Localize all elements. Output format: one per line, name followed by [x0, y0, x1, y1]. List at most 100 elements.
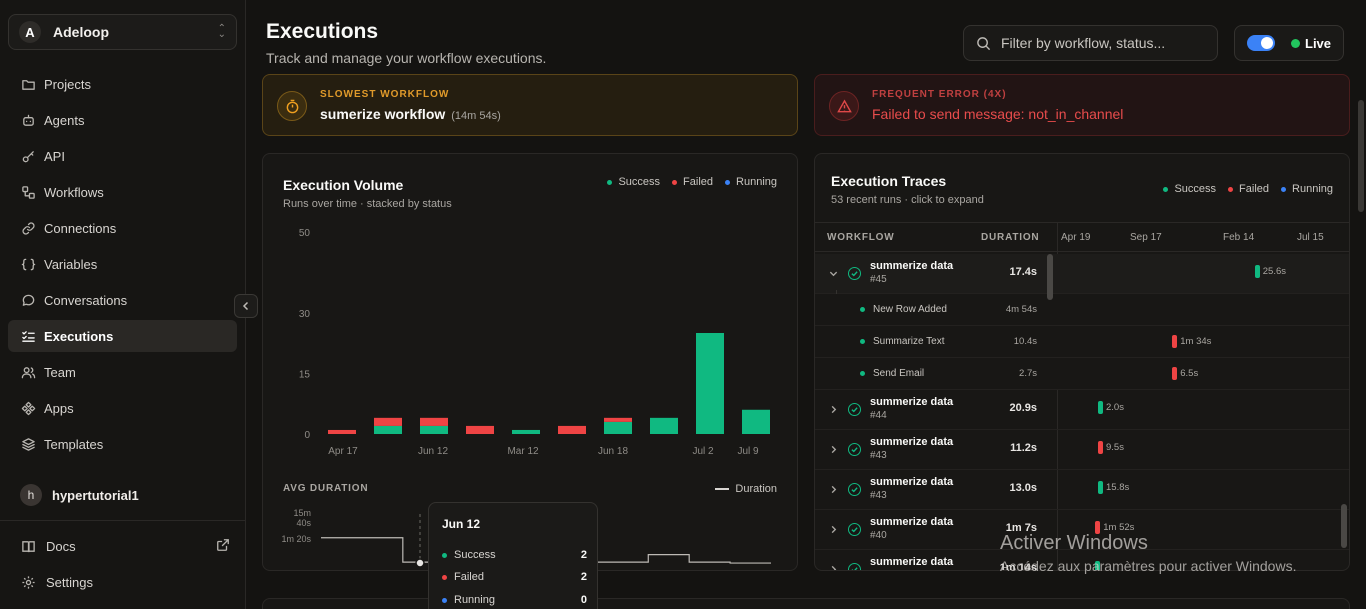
sidebar-item-docs[interactable]: Docs [20, 538, 230, 554]
sidebar-item-team[interactable]: Team [8, 356, 237, 388]
sidebar-item-settings[interactable]: Settings [20, 574, 230, 590]
bar-failed [374, 417, 402, 426]
sidebar-item-projects[interactable]: Projects [8, 68, 237, 100]
x-tick-label: Mar 12 [507, 446, 539, 457]
trace-row[interactable]: summerize data #45 17.4s 25.6s [815, 254, 1349, 294]
sidebar-item-workflows[interactable]: Workflows [8, 176, 237, 208]
docs-label: Docs [46, 538, 76, 554]
run-duration: 1m 14s [999, 562, 1037, 571]
bar-failed [466, 425, 494, 434]
frequent-error-card[interactable]: FREQUENT ERROR (4X) Failed to send messa… [814, 74, 1350, 136]
chart-tooltip: Jun 12 Success 2 Failed 2 Running 0 [428, 502, 598, 609]
legend-dot [1163, 186, 1169, 192]
org-switcher[interactable]: A Adeloop ⌃ ⌄ [8, 14, 237, 50]
error-message: Failed to send message: not_in_channel [872, 106, 1124, 122]
tooltip-label: Running [454, 594, 495, 606]
timeline-bar-label: 9.5s [1106, 442, 1124, 453]
chevron-down-icon[interactable] [829, 269, 838, 281]
legend-item-running: Running [1281, 183, 1333, 195]
trace-step-row[interactable]: Send Email 2.7s 6.5s [815, 358, 1349, 390]
run-duration: 11.2s [1010, 442, 1037, 454]
sidebar-item-apps[interactable]: Apps [8, 392, 237, 424]
user-name: hypertutorial1 [52, 487, 139, 503]
live-label: Live [1305, 35, 1332, 51]
timeline-bar-failed[interactable] [1098, 441, 1103, 454]
tooltip-label: Success [454, 549, 496, 561]
trace-row[interactable]: summerize data #40 1m 7s 1m 52s [815, 510, 1349, 550]
trace-step-row[interactable]: New Row Added 4m 54s [815, 294, 1349, 326]
run-duration: 1m 7s [1005, 522, 1037, 534]
sidebar-item-api[interactable]: API [8, 140, 237, 172]
y-tick-label: 30 [299, 309, 311, 320]
step-status-dot [860, 339, 865, 344]
chevron-right-icon[interactable] [829, 485, 838, 497]
chevron-up-down-icon: ⌃ ⌄ [217, 23, 226, 40]
duration-line-swatch [715, 488, 730, 490]
external-link-icon[interactable] [216, 538, 230, 555]
search-box[interactable] [963, 25, 1218, 61]
sidebar-item-templates[interactable]: Templates [8, 428, 237, 460]
x-tick-label: Jul 9 [737, 446, 759, 457]
running-dot [442, 597, 447, 603]
legend-dot [1281, 186, 1287, 192]
workflow-name: summerize data [870, 260, 954, 272]
trace-step-row[interactable]: Summarize Text 10.4s 1m 34s [815, 326, 1349, 358]
column-duration[interactable]: DURATION [981, 232, 1040, 243]
collapse-sidebar-button[interactable] [234, 294, 258, 318]
sidebar-item-agents[interactable]: Agents [8, 104, 237, 136]
watermark-line-2: Accédez aux paramètres pour activer Wind… [1000, 558, 1297, 574]
live-toggle-box[interactable]: Live [1234, 25, 1344, 61]
chevron-right-icon[interactable] [829, 445, 838, 457]
x-tick-label: Apr 17 [328, 446, 358, 457]
sidebar-item-label: Templates [44, 436, 104, 452]
sidebar-item-variables[interactable]: Variables [8, 248, 237, 280]
sidebar-item-executions[interactable]: Executions [8, 320, 237, 352]
timeline-bar-success[interactable] [1098, 401, 1103, 414]
tooltip-row-running: Running 0 [442, 594, 587, 606]
trace-row[interactable]: summerize data #43 11.2s 9.5s [815, 430, 1349, 470]
timeline-bar-success[interactable] [1095, 561, 1101, 570]
live-toggle[interactable] [1247, 35, 1275, 51]
slowest-title: sumerize workflow (14m 54s) [320, 106, 501, 122]
timeline-bar-label: 1m 34s [1180, 336, 1212, 347]
bar-failed [604, 417, 632, 422]
tooltip-label: Failed [454, 571, 484, 583]
sidebar-item-conversations[interactable]: Conversations [8, 284, 237, 316]
timeline-scrollbar[interactable] [1341, 504, 1347, 548]
slowest-kicker: SLOWEST WORKFLOW [320, 89, 450, 100]
slowest-workflow-card[interactable]: SLOWEST WORKFLOW sumerize workflow (14m 5… [262, 74, 798, 136]
step-status-dot [860, 371, 865, 376]
column-workflow[interactable]: WORKFLOW [827, 232, 895, 243]
y-tick-label: 0 [304, 430, 310, 441]
timeline-bar-failed[interactable] [1172, 367, 1178, 380]
slowest-duration: (14m 54s) [451, 110, 501, 122]
avg-tick-label: 15m [293, 508, 311, 518]
chevron-right-icon[interactable] [829, 405, 838, 417]
workflow-icon [20, 184, 36, 200]
chevron-right-icon[interactable] [829, 565, 838, 570]
legend-label: Success [618, 176, 661, 188]
step-duration: 4m 54s [1005, 304, 1037, 315]
traces-scrollbar[interactable] [1047, 254, 1053, 300]
trace-row[interactable]: summerize data 1m 14s [815, 550, 1349, 571]
timeline-bar-failed[interactable] [1095, 521, 1101, 534]
layers-icon [20, 436, 36, 452]
legend-label: Failed [1239, 183, 1270, 195]
success-dot [442, 552, 447, 558]
user-profile[interactable]: h hypertutorial1 [20, 484, 139, 506]
timeline-bar-success[interactable] [1098, 481, 1103, 494]
legend-dot [1228, 186, 1234, 192]
page-scrollbar[interactable] [1358, 100, 1364, 212]
users-icon [20, 364, 36, 380]
timeline-bar-failed[interactable] [1172, 335, 1178, 348]
chevron-right-icon[interactable] [829, 525, 838, 537]
list-check-icon [20, 328, 36, 344]
trace-row[interactable]: summerize data #43 13.0s 15.8s [815, 470, 1349, 510]
trace-row[interactable]: summerize data #44 20.9s 2.0s [815, 390, 1349, 430]
live-status-dot [1291, 38, 1300, 48]
search-input[interactable] [1001, 35, 1201, 51]
y-tick-label: 15 [299, 369, 311, 380]
sidebar-item-connections[interactable]: Connections [8, 212, 237, 244]
timeline-bar-success[interactable] [1254, 265, 1260, 278]
avg-duration-title: AVG DURATION [283, 483, 369, 494]
